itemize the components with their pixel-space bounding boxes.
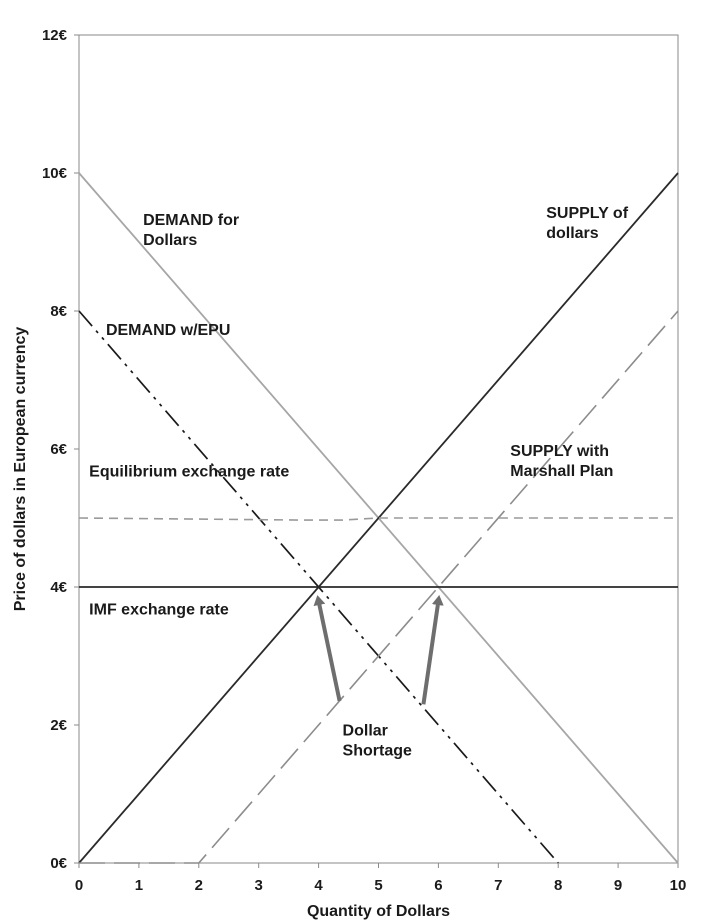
annotation-demand-epu: DEMAND w/EPU xyxy=(106,322,230,339)
y-tick-label: 10€ xyxy=(42,165,68,182)
y-tick-label: 2€ xyxy=(50,717,67,734)
x-tick-label: 6 xyxy=(434,877,442,894)
annotation-imf: IMF exchange rate xyxy=(89,602,229,619)
x-tick-label: 0 xyxy=(75,877,83,894)
shortage-arrow xyxy=(421,595,444,705)
y-tick-label: 0€ xyxy=(50,855,67,872)
y-axis-title: Price of dollars in European currency xyxy=(12,327,29,612)
y-tick-label: 4€ xyxy=(50,579,67,596)
y-tick-label: 12€ xyxy=(42,27,68,44)
y-tick-label: 6€ xyxy=(50,441,67,458)
x-tick-label: 8 xyxy=(554,877,562,894)
x-tick-label: 4 xyxy=(314,877,323,894)
annotation-supply: SUPPLY of dollars xyxy=(546,205,628,242)
x-tick-label: 10 xyxy=(670,877,687,894)
x-tick-label: 3 xyxy=(255,877,263,894)
x-tick-label: 1 xyxy=(135,877,143,894)
annotation-shortage: Dollar Shortage xyxy=(343,722,412,759)
shortage-arrow xyxy=(313,595,342,702)
series-line-equilibrium-exchange-rate xyxy=(78,517,678,521)
y-tick-label: 8€ xyxy=(50,303,67,320)
series-line-supply-of-dollars xyxy=(78,172,679,864)
x-tick-label: 2 xyxy=(195,877,203,894)
x-tick-label: 9 xyxy=(614,877,622,894)
x-tick-label: 5 xyxy=(374,877,382,894)
annotation-demand: DEMAND for Dollars xyxy=(143,212,239,249)
x-tick-label: 7 xyxy=(494,877,502,894)
annotation-supply-mp: SUPPLY with Marshall Plan xyxy=(510,443,613,480)
x-axis-title: Quantity of Dollars xyxy=(307,903,450,920)
annotation-equilibrium: Equilibrium exchange rate xyxy=(89,464,289,481)
